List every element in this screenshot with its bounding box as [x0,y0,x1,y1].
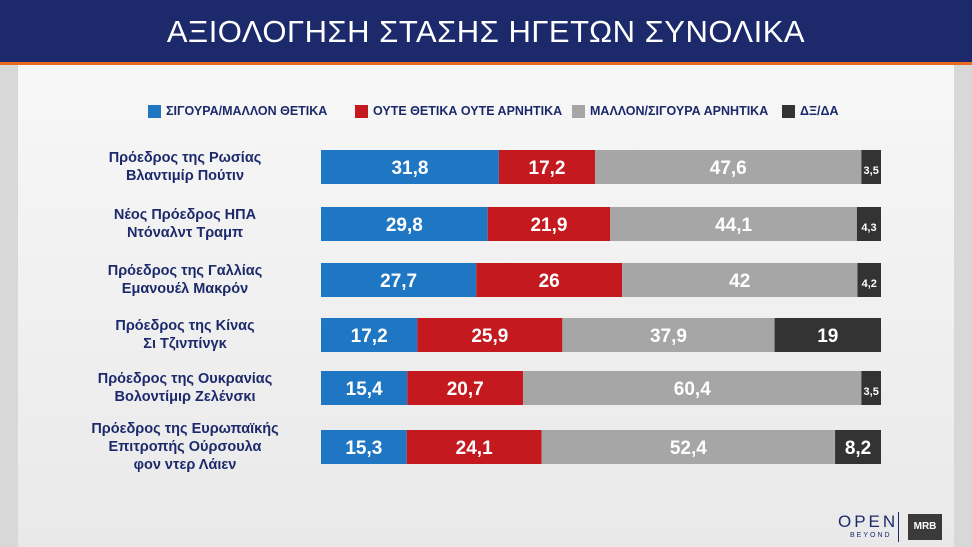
bar-segment [595,150,862,184]
legend-label: ΜΑΛΛΟΝ/ΣΙΓΟΥΡΑ ΑΡΝΗΤΙΚΑ [590,104,769,118]
bar-value-label: 26 [539,271,560,292]
legend-item: ΣΙΓΟΥΡΑ/ΜΑΛΛΟΝ ΘΕΤΙΚΑ [148,101,327,121]
bar-segment [407,371,524,405]
left-edge-strip [0,0,18,547]
open-logo-subtitle: BEYOND [850,532,892,539]
row-label-line: Πρόεδρος της Ουκρανίας [97,371,273,387]
bar-value-label: 27,7 [380,271,417,292]
legend-label: ΔΞ/ΔΑ [800,104,839,118]
bar-value-label: 21,9 [530,215,567,236]
bar-segment [774,318,881,352]
bar-value-label: 8,2 [845,438,871,459]
bar-segment [417,318,563,352]
legend-item: ΟΥΤΕ ΘΕΤΙΚΑ ΟΥΤΕ ΑΡΝΗΤΙΚΑ [355,101,562,121]
bar-segment [861,371,881,405]
row-label-line: Πρόεδρος της Κίνας [115,318,255,334]
right-edge-strip [954,0,972,547]
legend-item: ΜΑΛΛΟΝ/ΣΙΓΟΥΡΑ ΑΡΝΗΤΙΚΑ [572,101,768,121]
chart-panel [18,65,954,547]
legend-label: ΣΙΓΟΥΡΑ/ΜΑΛΛΟΝ ΘΕΤΙΚΑ [166,104,328,118]
bar-value-label: 42 [729,271,750,292]
legend-swatch [782,104,795,118]
bar-segment [406,430,542,464]
row-label: Πρόεδρος της Ευρωπαϊκής Επιτροπής Ούρσουλ… [60,420,310,474]
legend-swatch [572,104,585,118]
mrb-logo: MRB [908,514,942,540]
row-label-line: Επιτροπής Ούρσουλα [108,439,262,455]
bar-segment [321,263,477,297]
bar-segment [835,430,881,464]
row-label-line: φον ντερ Λάιεν [133,457,237,473]
bar-segment [321,150,499,184]
bar-segment [861,150,881,184]
bar-value-label: 3,5 [864,165,879,177]
bar-segment [562,318,775,352]
bar-value-label: 52,4 [670,438,707,459]
bar-value-label: 19 [817,326,838,347]
title-accent-line [0,62,972,65]
row-label-line: Βλαντιμίρ Πούτιν [125,168,245,184]
legend-item: ΔΞ/ΔΑ [782,101,839,121]
bar-value-label: 20,7 [447,379,484,400]
bar-value-label: 29,8 [386,215,423,236]
row-label-line: Βολοντίμιρ Ζελένσκι [114,389,256,405]
bar-value-label: 60,4 [674,379,711,400]
logo-separator [898,512,899,542]
row-label-line: Σι Τζινπίνγκ [143,336,227,352]
row-label-line: Πρόεδρος της Γαλλίας [107,263,263,279]
bar-value-label: 17,2 [351,326,388,347]
legend-swatch [355,104,368,118]
row-label: Νέος Πρόεδρος ΗΠΑ Ντόναλντ Τραμπ [60,206,310,242]
bar-value-label: 4,2 [862,278,877,290]
legend-swatch [148,104,161,118]
row-label: Πρόεδρος της Κίνας Σι Τζινπίνγκ [60,317,310,353]
bar-value-label: 47,6 [710,158,747,179]
bar-segment [541,430,836,464]
legend-label: ΟΥΤΕ ΘΕΤΙΚΑ ΟΥΤΕ ΑΡΝΗΤΙΚΑ [373,104,563,118]
bar-segment [321,371,408,405]
page-title: ΑΞΙΟΛΟΓΗΣΗ ΣΤΑΣΗΣ ΗΓΕΤΩΝ ΣΥΝΟΛΙΚΑ [166,14,806,49]
row-label: Πρόεδρος της Ρωσίας Βλαντιμίρ Πούτιν [60,149,310,185]
bar-value-label: 17,2 [529,158,566,179]
bar-segment [321,207,488,241]
bar-segment [321,318,418,352]
row-label-line: Ντόναλντ Τραμπ [126,225,244,241]
bar-segment [857,263,881,297]
bar-value-label: 3,5 [864,386,879,398]
bar-segment [476,263,623,297]
bar-value-label: 44,1 [715,215,752,236]
bar-value-label: 37,9 [650,326,687,347]
bar-segment [487,207,611,241]
row-label-line: Νέος Πρόεδρος ΗΠΑ [113,207,257,223]
bar-value-label: 15,3 [345,438,382,459]
row-label-line: Εμανουέλ Μακρόν [121,281,249,297]
bar-value-label: 4,3 [861,222,876,234]
row-label-line: Πρόεδρος της Ρωσίας [108,150,262,166]
bar-segment [610,207,857,241]
bar-value-label: 15,4 [346,379,383,400]
bar-segment [321,430,407,464]
bar-segment [622,263,858,297]
open-logo: OPEN [838,512,899,531]
row-label: Πρόεδρος της Ουκρανίας Βολοντίμιρ Ζελένσκ… [60,370,310,406]
bar-segment [856,207,881,241]
row-label: Πρόεδρος της Γαλλίας Εμανουέλ Μακρόν [60,262,310,298]
bar-value-label: 25,9 [471,326,508,347]
bar-value-label: 31,8 [391,158,428,179]
bar-segment [523,371,862,405]
bar-segment [498,150,596,184]
row-label-line: Πρόεδρος της Ευρωπαϊκής [91,421,279,437]
bar-value-label: 24,1 [456,438,493,459]
title-bar [0,0,972,62]
